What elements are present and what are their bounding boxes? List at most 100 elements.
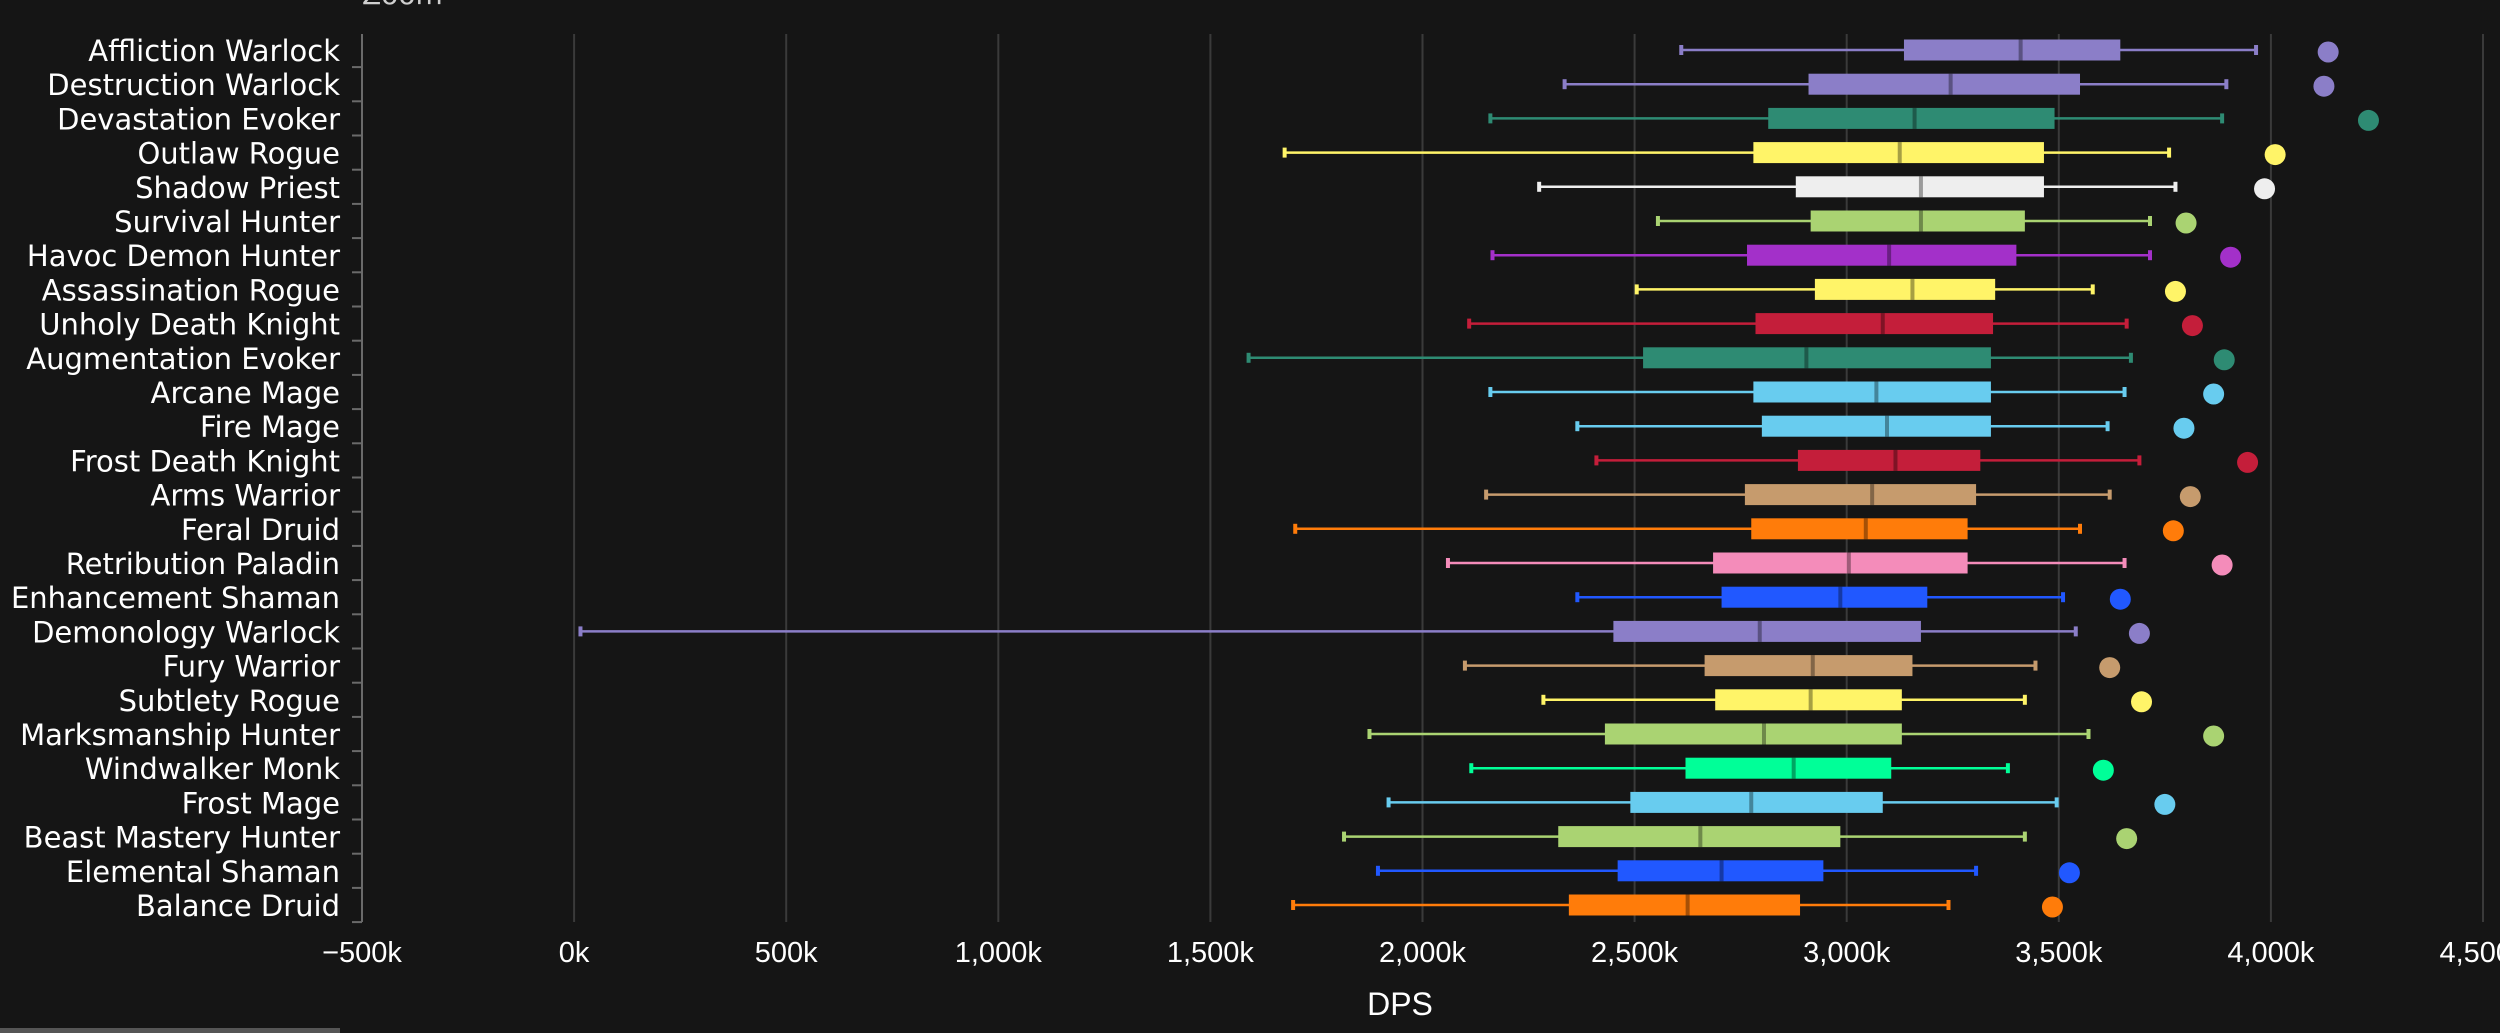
box-elemental-shaman xyxy=(1375,860,2080,884)
box-iqr xyxy=(1795,176,2044,198)
x-tick-label: 1,500k xyxy=(1167,937,1255,969)
category-label: Devastation Evoker xyxy=(57,102,340,136)
category-label: Unholy Death Knight xyxy=(39,308,340,342)
category-label: Affliction Warlock xyxy=(88,34,340,68)
box-shadow-priest xyxy=(1537,176,2276,200)
x-tick-label: 0k xyxy=(559,937,590,969)
top-marker xyxy=(2164,280,2186,302)
box-iqr xyxy=(1604,723,1902,745)
box-frost-mage xyxy=(1386,791,2176,815)
top-marker xyxy=(2220,246,2242,268)
top-marker xyxy=(2317,41,2339,63)
x-tick-label: −500k xyxy=(322,937,402,969)
category-label: Demonology Warlock xyxy=(32,615,340,649)
x-tick-label: 1,000k xyxy=(955,937,1043,969)
box-iqr xyxy=(1753,381,1991,403)
category-label: Shadow Priest xyxy=(135,171,340,205)
box-iqr xyxy=(1613,620,1921,642)
box-iqr xyxy=(1814,278,1996,300)
top-marker xyxy=(2116,828,2138,850)
box-iqr xyxy=(1713,552,1968,574)
category-label: Destruction Warlock xyxy=(47,68,340,102)
box-fury-warrior xyxy=(1462,655,2121,679)
box-iqr xyxy=(1808,73,2081,95)
box-windwalker-monk xyxy=(1469,757,2114,781)
category-label: Elemental Shaman xyxy=(66,855,340,889)
top-marker xyxy=(2041,896,2063,918)
box-havoc-demon-hunter xyxy=(1490,244,2242,268)
box-iqr xyxy=(1643,347,1991,369)
box-iqr xyxy=(1753,142,2044,164)
top-marker xyxy=(2203,725,2225,747)
top-marker xyxy=(2254,178,2276,200)
box-subtlety-rogue xyxy=(1541,689,2153,713)
x-tick-label: 2,000k xyxy=(1379,937,1467,969)
top-marker xyxy=(2162,520,2184,542)
x-tick-labels: −500k 0k 500k 1,000k 1,500k 2,000k 2,500k 3,000… xyxy=(322,937,2500,969)
box-iqr xyxy=(1721,586,1928,608)
top-marker xyxy=(2154,793,2176,815)
x-tick-label: 4,000k xyxy=(2227,937,2315,969)
box-devastation-evoker xyxy=(1488,107,2379,131)
box-series xyxy=(578,39,2379,918)
category-label: Arcane Mage xyxy=(151,376,340,410)
top-marker xyxy=(2175,212,2197,234)
x-tick-label: 3,500k xyxy=(2015,937,2103,969)
box-destruction-warlock xyxy=(1562,73,2335,97)
category-label: Assassination Rogue xyxy=(42,273,340,307)
category-label: Beast Mastery Hunter xyxy=(24,821,340,855)
category-label: Frost Mage xyxy=(182,786,340,820)
top-marker xyxy=(2179,486,2201,508)
box-survival-hunter xyxy=(1655,210,2197,234)
top-marker xyxy=(2357,109,2379,131)
top-marker xyxy=(2313,75,2335,97)
category-label: Balance Druid xyxy=(136,889,340,923)
category-label: Retribution Paladin xyxy=(66,547,340,581)
x-tick-label: 2,500k xyxy=(1591,937,1679,969)
category-label: Havoc Demon Hunter xyxy=(27,239,340,273)
box-iqr xyxy=(1810,210,2025,232)
grid-lines xyxy=(573,34,2484,922)
box-affliction-warlock xyxy=(1679,39,2339,63)
box-iqr xyxy=(1617,860,1824,882)
horizontal-scrollbar[interactable] xyxy=(0,1028,340,1033)
box-iqr xyxy=(1761,415,1991,437)
box-iqr xyxy=(1755,313,1994,335)
top-marker xyxy=(2237,451,2259,473)
box-iqr xyxy=(1751,518,1968,540)
box-iqr xyxy=(1715,689,1902,711)
top-marker xyxy=(2203,383,2225,405)
box-arcane-mage xyxy=(1488,381,2225,405)
box-iqr xyxy=(1797,449,1981,471)
top-marker xyxy=(2058,862,2080,884)
category-label: Windwalker Monk xyxy=(85,752,340,786)
category-label: Augmentation Evoker xyxy=(26,342,340,376)
top-marker xyxy=(2131,691,2153,713)
box-unholy-death-knight xyxy=(1467,313,2203,337)
box-fire-mage xyxy=(1575,415,2195,439)
top-marker xyxy=(2213,349,2235,371)
top-marker xyxy=(2109,588,2131,610)
top-marker xyxy=(2128,622,2150,644)
box-iqr xyxy=(1744,484,1977,506)
box-enhancement-shaman xyxy=(1575,586,2131,610)
box-feral-druid xyxy=(1293,518,2184,542)
top-marker xyxy=(2264,144,2286,166)
x-axis-label: DPS xyxy=(1367,986,1433,1022)
box-iqr xyxy=(1568,894,1801,916)
box-demonology-warlock xyxy=(578,620,2150,644)
box-frost-death-knight xyxy=(1594,449,2259,473)
category-label: Enhancement Shaman xyxy=(11,581,340,615)
category-label: Outlaw Rogue xyxy=(137,137,340,171)
box-iqr xyxy=(1558,826,1841,848)
box-iqr xyxy=(1747,244,2017,266)
box-assassination-rogue xyxy=(1634,278,2186,302)
category-label: Subtlety Rogue xyxy=(119,684,340,718)
top-marker xyxy=(2173,417,2195,439)
top-marker xyxy=(2092,759,2114,781)
category-label: Feral Druid xyxy=(181,513,340,547)
box-augmentation-evoker xyxy=(1246,347,2235,371)
zoom-label[interactable]: Zoom xyxy=(362,0,443,11)
